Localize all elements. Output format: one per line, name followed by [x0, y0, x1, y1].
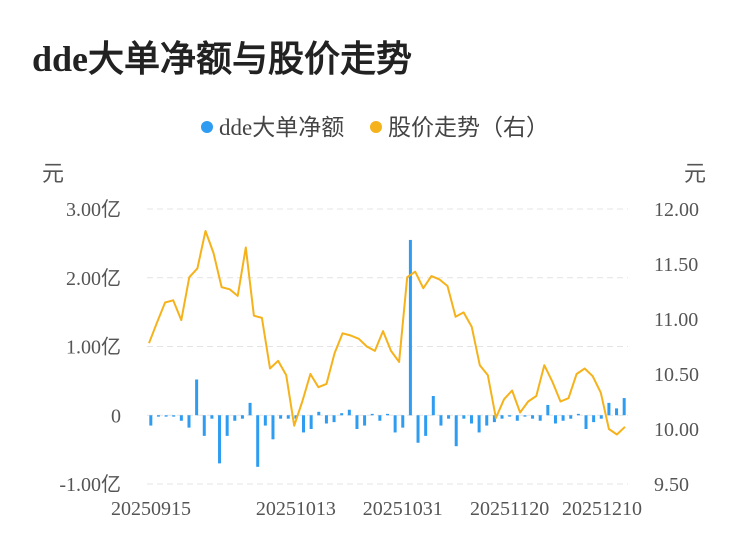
dde-bar[interactable]: [393, 415, 397, 433]
dde-bar[interactable]: [454, 415, 458, 447]
dde-bar[interactable]: [431, 396, 435, 416]
dde-bar[interactable]: [599, 415, 603, 419]
dde-bar[interactable]: [172, 415, 176, 417]
dde-bar[interactable]: [271, 415, 275, 440]
dde-bar[interactable]: [378, 415, 382, 421]
dde-bar[interactable]: [584, 415, 588, 429]
right-axis-unit: 元: [684, 161, 707, 186]
x-axis-ticks: 20250915 20251013 20251031 20251120 20251210: [111, 498, 642, 520]
dde-bar[interactable]: [508, 415, 512, 417]
x-tick-label: 20251013: [256, 498, 336, 520]
dde-bar[interactable]: [447, 415, 451, 419]
dde-bar[interactable]: [324, 415, 328, 424]
dde-bar[interactable]: [164, 415, 168, 417]
dde-bar[interactable]: [248, 402, 252, 416]
dde-bar[interactable]: [569, 415, 573, 419]
dde-bars: [149, 239, 626, 467]
dde-bar[interactable]: [408, 239, 412, 416]
dde-bar[interactable]: [347, 409, 351, 416]
dde-bar[interactable]: [286, 415, 290, 419]
dde-bar[interactable]: [424, 415, 428, 436]
dde-bar[interactable]: [561, 415, 565, 421]
right-tick-label: 9.50: [654, 474, 689, 496]
legend: dde大单净额 股价走势（右）: [0, 108, 750, 142]
dde-bar[interactable]: [156, 415, 160, 417]
dde-bar[interactable]: [615, 408, 619, 416]
dde-bar[interactable]: [263, 415, 267, 426]
legend-dot-dde: [201, 121, 214, 133]
x-tick-label: 20250915: [111, 498, 191, 520]
dde-bar[interactable]: [439, 415, 443, 426]
dde-bar[interactable]: [576, 413, 580, 416]
dde-bar[interactable]: [477, 415, 481, 433]
dde-bar[interactable]: [256, 415, 260, 467]
right-tick-label: 12.00: [654, 199, 699, 221]
dde-bar[interactable]: [302, 415, 306, 433]
dde-bar[interactable]: [317, 411, 321, 416]
dde-bar[interactable]: [355, 415, 359, 429]
dde-bar[interactable]: [462, 415, 466, 419]
dde-bar[interactable]: [515, 415, 519, 421]
dde-bar[interactable]: [607, 402, 611, 416]
dde-bar[interactable]: [622, 398, 626, 416]
right-tick-label: 11.50: [654, 254, 698, 276]
legend-item-price[interactable]: 股价走势（右）: [369, 108, 549, 142]
dde-bar[interactable]: [279, 415, 283, 419]
dde-bar[interactable]: [500, 415, 504, 419]
right-tick-label: 10.50: [654, 364, 699, 386]
right-tick-label: 11.00: [654, 309, 698, 331]
dde-bar[interactable]: [218, 415, 222, 464]
legend-label-price: 股价走势（右）: [387, 115, 549, 140]
dde-bar[interactable]: [332, 415, 336, 423]
price-line[interactable]: [148, 230, 626, 436]
dde-bar[interactable]: [592, 415, 596, 423]
dde-bar[interactable]: [531, 415, 535, 419]
left-tick-label: 0: [111, 405, 121, 427]
left-tick-label: 3.00亿: [66, 198, 121, 221]
price-line-group: [148, 230, 626, 436]
dde-bar[interactable]: [416, 415, 420, 443]
dde-bar[interactable]: [386, 413, 389, 416]
dde-bar[interactable]: [202, 415, 206, 436]
legend-item-dde[interactable]: dde大单净额: [201, 108, 344, 142]
dde-bar[interactable]: [370, 413, 374, 416]
dde-bar[interactable]: [210, 415, 214, 419]
right-tick-label: 10.00: [654, 419, 699, 441]
dde-bar[interactable]: [340, 413, 344, 416]
chart-title: dde大单净额与股价走势: [32, 39, 413, 79]
dde-bar[interactable]: [363, 415, 367, 426]
dde-bar[interactable]: [546, 404, 550, 416]
dde-bar[interactable]: [485, 415, 489, 426]
dde-bar[interactable]: [401, 415, 405, 428]
dde-bar[interactable]: [187, 415, 191, 428]
dde-bar[interactable]: [233, 415, 237, 421]
x-tick-label: 20251120: [470, 498, 549, 520]
left-tick-label: 1.00亿: [66, 336, 121, 359]
dde-bar[interactable]: [538, 415, 542, 421]
left-axis-ticks: 3.00亿 2.00亿 1.00亿 0 -1.00亿: [59, 198, 121, 496]
dde-bar[interactable]: [492, 415, 496, 423]
legend-dot-price: [369, 121, 382, 133]
legend-label-dde: dde大单净额: [219, 115, 345, 140]
dde-bar[interactable]: [309, 415, 313, 429]
dde-bar[interactable]: [523, 415, 527, 417]
dde-bar[interactable]: [195, 379, 199, 416]
dde-bar[interactable]: [225, 415, 229, 436]
dde-bar[interactable]: [294, 415, 298, 419]
x-tick-label: 20251210: [562, 498, 642, 520]
dde-bar[interactable]: [553, 415, 557, 424]
right-axis-ticks: 12.00 11.50 11.00 10.50 10.00 9.50: [654, 199, 699, 496]
dde-bar[interactable]: [179, 415, 183, 421]
left-axis-unit: 元: [42, 161, 65, 186]
dde-bar[interactable]: [469, 415, 473, 424]
dde-bar[interactable]: [149, 415, 153, 426]
x-tick-label: 20251031: [363, 498, 443, 520]
left-tick-label: 2.00亿: [66, 267, 121, 290]
left-tick-label: -1.00亿: [59, 473, 121, 496]
dde-bar[interactable]: [240, 415, 244, 419]
